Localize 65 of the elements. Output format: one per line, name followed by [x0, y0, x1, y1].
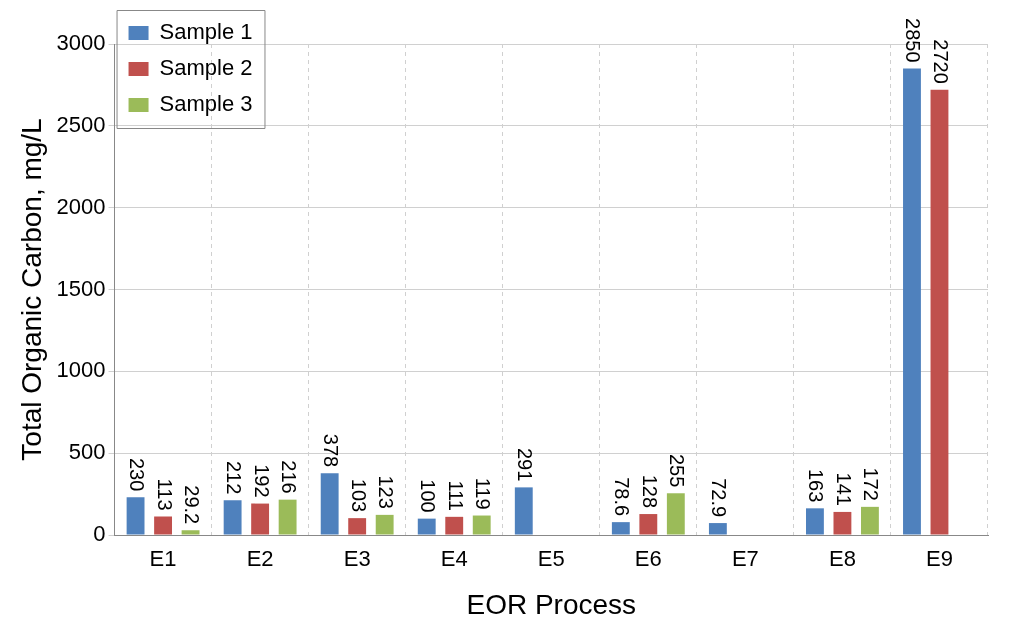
- bar: [223, 500, 242, 535]
- data-label: 172: [860, 467, 883, 501]
- y-axis-title: Total Organic Carbon, mg/L: [15, 118, 47, 461]
- x-tick-label: E9: [926, 546, 953, 572]
- data-label: 103: [347, 478, 370, 513]
- bar: [708, 523, 727, 535]
- bar: [417, 518, 436, 535]
- bar: [181, 530, 200, 535]
- bar: [472, 515, 491, 535]
- data-label: 291: [514, 448, 537, 482]
- data-label: 192: [250, 464, 273, 498]
- legend-label: Sample 2: [159, 55, 253, 81]
- data-label: 2850: [902, 18, 925, 63]
- data-label: 123: [375, 475, 398, 509]
- x-tick-label: E5: [537, 546, 565, 572]
- bar: [445, 516, 464, 535]
- legend-label: Sample 1: [159, 19, 253, 45]
- y-tick-label: 0: [93, 521, 106, 547]
- bar: [930, 89, 949, 535]
- data-label: 378: [320, 433, 343, 468]
- y-tick-label: 500: [68, 439, 106, 465]
- bar: [514, 487, 533, 535]
- bar: [251, 503, 270, 535]
- bar: [611, 522, 630, 535]
- data-label: 72.9: [708, 478, 731, 518]
- bar: [666, 493, 685, 535]
- data-label: 212: [223, 460, 246, 495]
- data-label: 255: [666, 453, 689, 488]
- data-label: 29.2: [181, 485, 204, 525]
- data-label: 128: [638, 474, 661, 509]
- data-label: 230: [126, 457, 149, 492]
- data-label: 111: [444, 480, 467, 511]
- x-tick-label: E4: [440, 546, 468, 572]
- bar: [320, 473, 339, 535]
- data-label: 2720: [929, 39, 952, 84]
- data-label: 163: [805, 468, 828, 503]
- bar: [348, 518, 367, 535]
- bar: [375, 514, 394, 535]
- data-label: 216: [278, 460, 301, 494]
- x-tick-label: E7: [731, 546, 759, 572]
- legend-label: Sample 3: [159, 91, 253, 117]
- x-tick-label: E8: [828, 546, 856, 572]
- bar: [639, 514, 658, 535]
- y-tick-label: 2500: [56, 111, 106, 137]
- bar: [833, 511, 852, 535]
- data-label: 119: [472, 477, 495, 510]
- data-label: 141: [832, 472, 855, 506]
- bar: [126, 497, 145, 535]
- y-tick-label: 1000: [56, 357, 106, 383]
- x-tick-label: E2: [246, 546, 274, 572]
- data-label: 113: [153, 478, 176, 511]
- bar: [903, 68, 921, 535]
- x-tick-label: E6: [634, 546, 662, 572]
- x-axis-title: EOR Process: [466, 588, 637, 620]
- bar: [805, 508, 824, 535]
- bar: [278, 499, 297, 535]
- y-tick-label: 1500: [56, 275, 106, 301]
- data-label: 78.6: [611, 477, 634, 517]
- x-tick-label: E1: [149, 546, 177, 572]
- y-tick-label: 2000: [56, 193, 106, 219]
- data-label: 100: [417, 479, 440, 513]
- y-tick-label: 3000: [56, 30, 106, 56]
- x-tick-label: E3: [343, 546, 371, 572]
- bar: [154, 516, 172, 535]
- bar: [860, 506, 879, 535]
